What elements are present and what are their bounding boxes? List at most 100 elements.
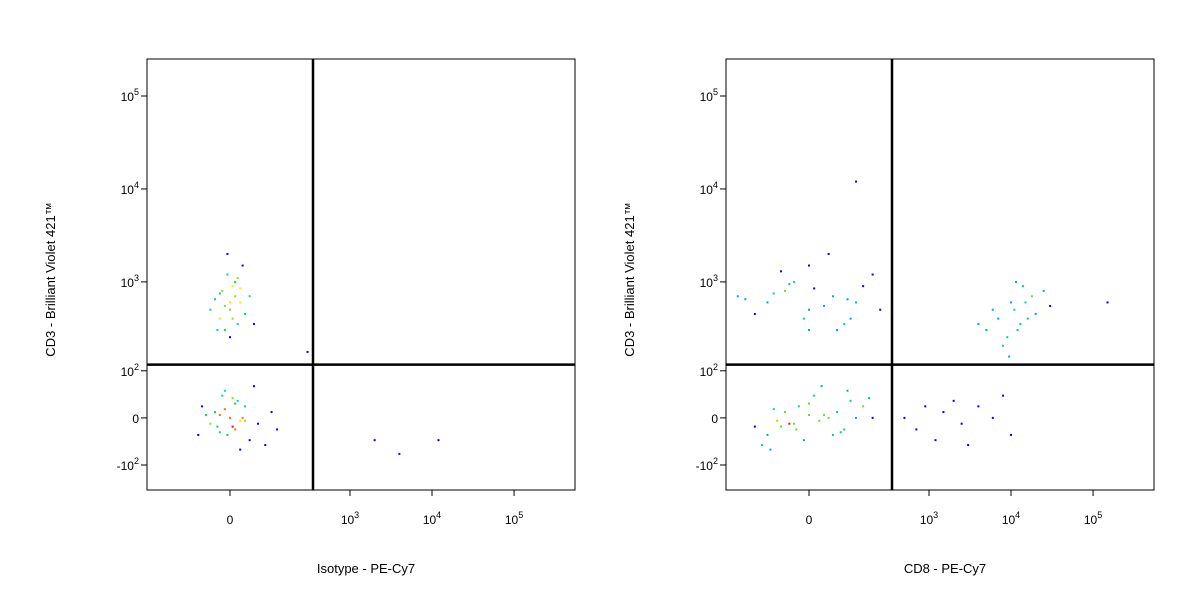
- tick-base: -10: [696, 459, 714, 473]
- event-dot: [802, 317, 805, 320]
- event-dot: [200, 405, 203, 408]
- event-dot: [967, 444, 970, 447]
- tick-exponent: 2: [134, 456, 139, 466]
- event-dot: [779, 425, 782, 428]
- y-axis-label: CD3 - Brilliant Violet 421™: [622, 202, 637, 356]
- tick-exponent: 2: [713, 456, 718, 466]
- event-dot: [1016, 329, 1019, 332]
- event-dot: [776, 419, 779, 422]
- plot-frame: [725, 58, 1155, 491]
- event-dot: [223, 408, 226, 411]
- y-tick-label: 102: [121, 362, 139, 379]
- event-dot: [398, 452, 401, 455]
- event-dot: [846, 389, 849, 392]
- event-dot: [849, 317, 852, 320]
- event-dot: [827, 416, 830, 419]
- event-dot: [1008, 355, 1011, 358]
- event-dot: [209, 422, 212, 425]
- x-axis-label: Isotype - PE-Cy7: [317, 561, 415, 576]
- y-tick-label: 102: [700, 362, 718, 379]
- event-dot: [827, 252, 830, 255]
- event-dot: [231, 425, 234, 428]
- event-dot: [843, 322, 846, 325]
- event-dot: [1019, 322, 1022, 325]
- event-dot: [241, 416, 244, 419]
- event-dot: [229, 336, 232, 339]
- y-tick-label: 103: [700, 273, 718, 290]
- tick-base: 10: [121, 365, 135, 379]
- event-dot: [788, 422, 791, 425]
- event-dot: [823, 413, 826, 416]
- tick-base: 10: [1002, 513, 1016, 527]
- event-dot: [244, 312, 247, 315]
- event-dot: [1013, 308, 1016, 311]
- x-tick-label: 103: [341, 510, 359, 527]
- event-dot: [868, 397, 871, 400]
- tick-exponent: 5: [518, 510, 523, 520]
- y-tick-label: 105: [121, 87, 139, 104]
- event-dot: [813, 394, 816, 397]
- event-dot: [753, 425, 756, 428]
- event-dot: [784, 411, 787, 414]
- event-dot: [257, 422, 260, 425]
- event-dot: [239, 419, 242, 422]
- y-tick-label: 105: [700, 87, 718, 104]
- event-dot: [239, 287, 242, 290]
- x-tick-label: 105: [1084, 510, 1102, 527]
- event-dot: [808, 413, 811, 416]
- tick-exponent: 3: [354, 510, 359, 520]
- tick-exponent: 3: [933, 510, 938, 520]
- event-dot: [942, 411, 945, 414]
- event-dot: [234, 295, 237, 298]
- event-dot: [223, 329, 226, 332]
- event-dot: [862, 285, 865, 288]
- event-dot: [991, 416, 994, 419]
- event-dot: [934, 439, 937, 442]
- event-dot: [997, 317, 1000, 320]
- event-dot: [766, 301, 769, 304]
- event-dot: [831, 295, 834, 298]
- event-dot: [808, 308, 811, 311]
- event-dot: [855, 180, 858, 183]
- y-tick-label: 103: [121, 273, 139, 290]
- event-dot: [197, 433, 200, 436]
- tick-base: 10: [423, 513, 437, 527]
- event-dot: [236, 322, 239, 325]
- x-tick-label: 104: [423, 510, 441, 527]
- tick-base: 10: [700, 365, 714, 379]
- event-dot: [1024, 301, 1027, 304]
- event-dot: [1026, 317, 1029, 320]
- event-dot: [1010, 301, 1013, 304]
- event-dot: [836, 411, 839, 414]
- event-dot: [766, 433, 769, 436]
- event-dot: [229, 308, 232, 311]
- event-dot: [753, 312, 756, 315]
- event-dot: [915, 428, 918, 431]
- event-dot: [248, 439, 251, 442]
- event-dot: [795, 428, 798, 431]
- event-dot: [855, 416, 858, 419]
- event-dot: [213, 298, 216, 301]
- event-dot: [818, 419, 821, 422]
- event-dot: [244, 419, 247, 422]
- event-dot: [1022, 285, 1025, 288]
- y-tick-label: 104: [121, 180, 139, 197]
- event-dot: [229, 301, 232, 304]
- y-tick-label: -102: [117, 456, 139, 473]
- event-dot: [252, 322, 255, 325]
- y-axis-label: CD3 - Brilliant Violet 421™: [43, 202, 58, 356]
- event-dot: [797, 405, 800, 408]
- event-dot: [213, 411, 216, 414]
- y-tick-label: 0: [711, 412, 718, 426]
- event-dot: [239, 448, 242, 451]
- tick-base: 10: [1084, 513, 1098, 527]
- event-dot: [231, 317, 234, 320]
- event-dot: [792, 422, 795, 425]
- event-dot: [772, 292, 775, 295]
- tick-exponent: 3: [713, 273, 718, 283]
- event-dot: [991, 308, 994, 311]
- event-dot: [229, 416, 232, 419]
- tick-exponent: 4: [436, 510, 441, 520]
- event-dot: [846, 298, 849, 301]
- event-dot: [839, 431, 842, 434]
